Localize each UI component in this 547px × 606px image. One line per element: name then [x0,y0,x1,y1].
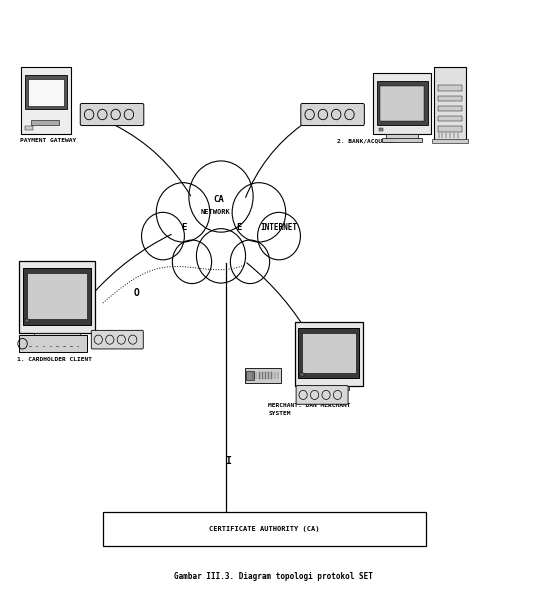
Bar [25,75,67,109]
Bar [19,261,95,333]
Circle shape [230,240,270,284]
FancyBboxPatch shape [91,330,143,349]
FancyBboxPatch shape [301,104,364,125]
Bar [382,138,422,142]
Circle shape [156,182,210,242]
Bar [21,67,71,135]
Circle shape [232,182,286,242]
Bar [19,335,87,353]
Bar [262,372,263,379]
Bar [386,135,418,139]
Bar [434,67,466,141]
Text: SYSTEM: SYSTEM [268,411,291,416]
Bar [300,373,304,376]
Bar [245,368,281,383]
Text: 2. BANK/ACQUIRER: 2. BANK/ACQUIRER [336,138,397,144]
Text: O: O [134,287,140,298]
Bar [25,126,33,130]
Text: E: E [182,223,187,232]
Bar [301,333,356,373]
Text: PAYMENT GATEWAY: PAYMENT GATEWAY [20,138,77,144]
Bar [432,139,468,143]
Text: E: E [237,223,242,232]
Bar [27,273,87,319]
Bar [271,372,272,379]
Bar [438,85,462,90]
Text: Gambar III.3. Diagram topologi protokol SET: Gambar III.3. Diagram topologi protokol … [174,572,373,581]
FancyBboxPatch shape [296,385,348,404]
Bar [438,106,462,111]
Text: MERCHANT: DAN MERCHANT: MERCHANT: DAN MERCHANT [268,403,351,408]
Bar [28,79,65,105]
Bar [438,127,462,132]
Circle shape [196,228,246,283]
FancyBboxPatch shape [80,104,144,125]
Bar [22,268,91,325]
Text: INTERNET: INTERNET [260,223,298,232]
Bar [438,96,462,101]
Bar [247,371,254,380]
Circle shape [172,240,212,284]
Text: I: I [225,456,231,466]
Bar [25,319,29,322]
Bar [265,372,266,379]
Bar [256,372,257,379]
Bar [438,116,462,121]
Bar [34,333,80,338]
Text: 1. CARDHOLDER CLIENT: 1. CARDHOLDER CLIENT [18,357,92,362]
Bar [308,385,349,390]
Bar [103,513,426,546]
Bar [373,73,431,135]
Bar [379,128,383,132]
Bar [31,120,59,125]
Text: NETWORK: NETWORK [201,209,231,215]
Bar [294,322,363,385]
Text: CERTIFICATE AUTHORITY (CA): CERTIFICATE AUTHORITY (CA) [210,526,320,532]
Circle shape [189,161,253,232]
Bar [377,81,428,125]
Text: CA: CA [213,195,224,204]
Circle shape [142,212,184,260]
Bar [380,85,424,121]
Bar [298,328,359,378]
Circle shape [258,212,300,260]
